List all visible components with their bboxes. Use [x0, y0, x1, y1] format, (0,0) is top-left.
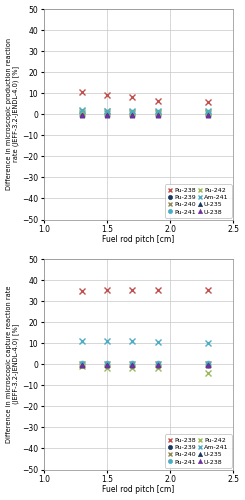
- Y-axis label: Difference in microscopic production reaction
rate (JEFF-3.2-JENDL-4.0) [%]: Difference in microscopic production rea…: [6, 38, 19, 190]
- X-axis label: Fuel rod pitch [cm]: Fuel rod pitch [cm]: [102, 236, 175, 244]
- Y-axis label: Difference in microscopic capture reaction rate
(JEFF-3.2-JENDL-4.0) [%]: Difference in microscopic capture reacti…: [6, 286, 19, 443]
- Legend: Pu-238, Pu-239, Pu-240, Pu-241, Pu-242, Am-241, U-235, U-238: Pu-238, Pu-239, Pu-240, Pu-241, Pu-242, …: [165, 434, 232, 468]
- Legend: Pu-238, Pu-239, Pu-240, Pu-241, Pu-242, Am-241, U-235, U-238: Pu-238, Pu-239, Pu-240, Pu-241, Pu-242, …: [165, 184, 232, 218]
- X-axis label: Fuel rod pitch [cm]: Fuel rod pitch [cm]: [102, 486, 175, 494]
